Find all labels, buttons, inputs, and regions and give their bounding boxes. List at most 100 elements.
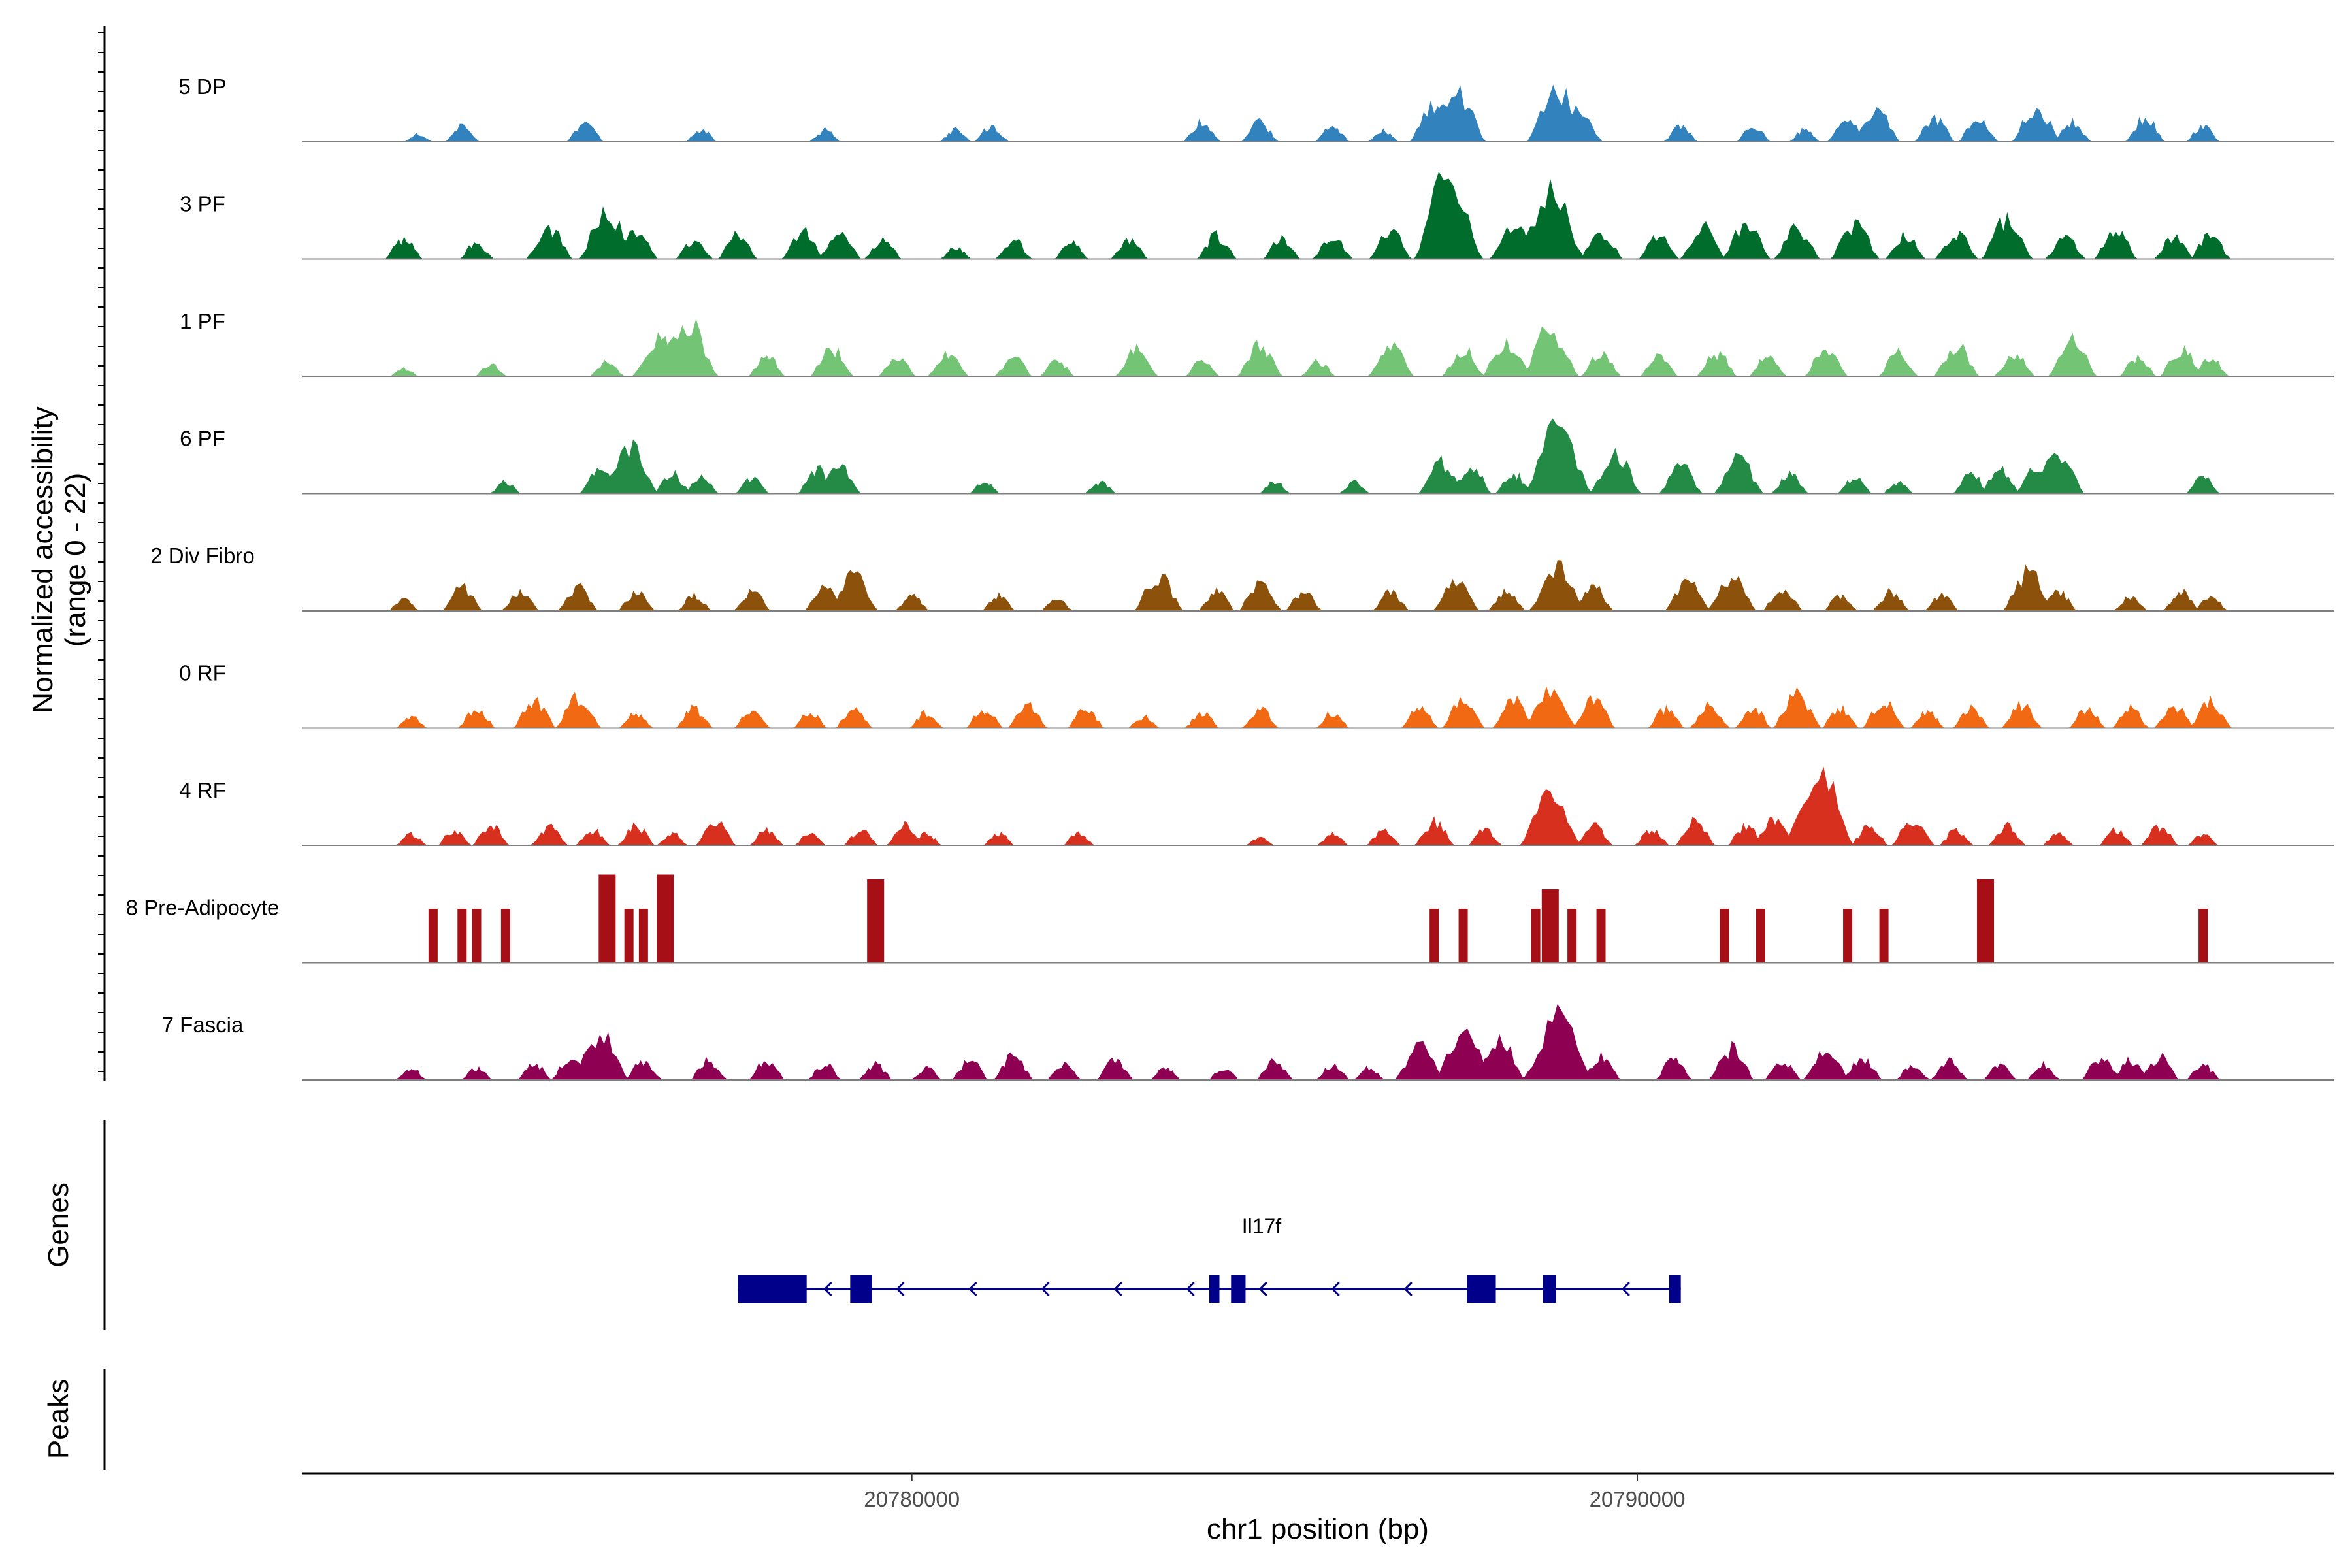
track-label: 2 Div Fibro xyxy=(150,544,255,568)
coverage-peak xyxy=(1771,470,1809,494)
coverage-peak xyxy=(1371,589,1410,611)
coverage-peak xyxy=(1300,359,1336,376)
coverage-peak xyxy=(2162,589,2200,611)
coverage-peak xyxy=(1473,1034,1526,1080)
coverage-peak xyxy=(717,231,759,259)
coverage-peak xyxy=(1721,223,1771,259)
coverage-peak xyxy=(2094,231,2138,259)
coverage-peak xyxy=(1659,463,1703,494)
coverage-peak xyxy=(1697,351,1738,376)
coverage-peak xyxy=(489,480,522,494)
x-tick-label: 20780000 xyxy=(864,1487,960,1511)
coverage-peak xyxy=(525,225,573,259)
track-0-rf: 0 RF xyxy=(179,661,2334,729)
coverage-peak xyxy=(1115,343,1159,376)
coverage-peak xyxy=(734,476,770,494)
coverage-peak xyxy=(1952,471,1990,494)
track-4-rf: 4 RF xyxy=(179,766,2334,846)
coverage-peak xyxy=(1207,1070,1240,1080)
strand-arrow xyxy=(1186,1281,1195,1297)
coverage-peak xyxy=(1735,127,1771,142)
coverage-peak xyxy=(1674,817,1716,845)
coverage-peak xyxy=(807,1063,843,1080)
coverage-peak xyxy=(1110,238,1149,259)
coverage-peak xyxy=(2039,589,2078,611)
coverage-peak xyxy=(1952,704,1990,728)
coverage-peak xyxy=(1803,1051,1850,1080)
coverage-peak xyxy=(683,474,719,494)
coverage-peak xyxy=(1589,448,1642,494)
strand-arrow xyxy=(1258,1281,1267,1297)
coverage-peak xyxy=(1352,1066,1385,1080)
coverage-peak xyxy=(395,715,428,728)
coverage-peak xyxy=(1312,240,1353,259)
coverage-peak xyxy=(1495,472,1533,494)
coverage-peak xyxy=(689,1056,728,1080)
coverage-peak xyxy=(1957,120,1999,142)
coverage-peak xyxy=(1579,233,1623,259)
coverage-peak xyxy=(1054,240,1089,259)
coverage-peak xyxy=(817,231,862,259)
coverage-peak xyxy=(2042,832,2074,845)
coverage-peak xyxy=(1316,832,1349,845)
strand-arrow xyxy=(823,1281,832,1297)
coverage-peak xyxy=(685,128,718,142)
coverage-peak xyxy=(1263,235,1301,259)
coverage-peak xyxy=(512,696,557,728)
coverage-peak xyxy=(1488,588,1526,611)
coverage-peak xyxy=(2045,235,2086,259)
coverage-peak xyxy=(1367,342,1414,376)
coverage-peak xyxy=(575,828,610,845)
coverage-peak xyxy=(395,1069,428,1080)
coverage-peak xyxy=(1837,477,1872,494)
coverage-peak xyxy=(1772,687,1822,728)
coverage-peak xyxy=(517,1064,553,1080)
coverage-peak xyxy=(459,242,495,259)
coverage-peak xyxy=(1096,1058,1134,1080)
coverage-peak xyxy=(1980,466,2021,494)
coverage-peak xyxy=(1850,825,1889,845)
coverage-peak xyxy=(1482,337,1531,376)
coverage-peak xyxy=(2140,825,2179,845)
coverage-peak xyxy=(1367,128,1399,142)
coverage-peak xyxy=(1895,1064,1931,1080)
gene-exon xyxy=(1467,1275,1496,1303)
coverage-peak xyxy=(1804,350,1848,376)
coverage-peak xyxy=(2191,359,2230,376)
coverage-peak xyxy=(1395,1041,1445,1080)
coverage-peak xyxy=(1654,1056,1693,1080)
strand-arrow xyxy=(1041,1281,1050,1297)
coverage-peak xyxy=(1734,707,1772,728)
coverage-peak xyxy=(566,121,604,142)
coverage-peak xyxy=(1238,580,1282,611)
coverage-peak xyxy=(2032,453,2085,494)
coverage-peak xyxy=(1727,823,1765,845)
coverage-peak xyxy=(733,710,772,728)
coverage-peak xyxy=(675,240,713,259)
coverage-peak xyxy=(444,123,480,142)
coverage-peak xyxy=(858,1060,893,1080)
coverage-peak xyxy=(2068,707,2106,728)
coverage-peak xyxy=(1930,1057,1968,1080)
coverage-peak xyxy=(1679,221,1726,259)
coverage-peak xyxy=(1830,219,1880,259)
coverage-peak xyxy=(1885,231,1927,259)
coverage-peak xyxy=(2193,595,2228,611)
coverage-peak xyxy=(1365,828,1401,845)
coverage-peak xyxy=(1872,588,1910,611)
coverage-peak xyxy=(624,1060,662,1080)
coverage-peak xyxy=(675,704,713,728)
coverage-peak xyxy=(1237,339,1284,376)
coverage-peak xyxy=(1528,560,1587,611)
coverage-peak xyxy=(1184,359,1220,376)
coverage-peak xyxy=(2053,117,2092,142)
coverage-peak xyxy=(2112,704,2150,728)
coverage-peak xyxy=(1047,1062,1082,1080)
coverage-peak xyxy=(1241,118,1279,142)
coverage-peak xyxy=(1823,594,1858,611)
coverage-peak xyxy=(2113,596,2148,611)
coverage-peak xyxy=(2185,124,2221,142)
coverage-peak xyxy=(1567,909,1577,963)
coverage-peak xyxy=(1981,212,2034,259)
